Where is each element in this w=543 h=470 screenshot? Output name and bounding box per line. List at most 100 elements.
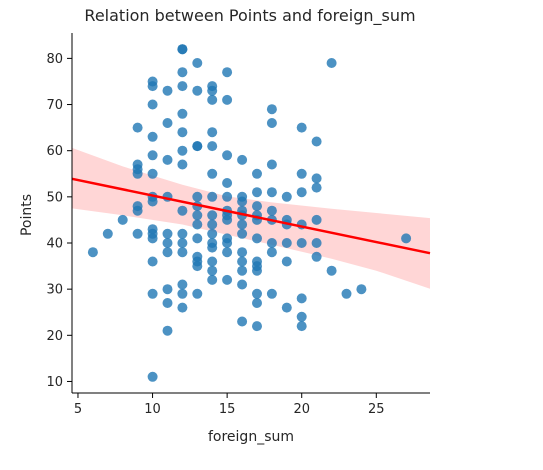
data-point	[222, 191, 233, 202]
data-point	[222, 238, 233, 248]
data-point	[237, 279, 248, 290]
data-point	[192, 210, 203, 221]
data-point	[252, 233, 262, 244]
data-point	[237, 219, 248, 230]
data-point	[147, 131, 158, 142]
data-point	[177, 67, 188, 78]
data-point	[162, 284, 173, 295]
data-point	[162, 238, 173, 248]
data-point	[252, 321, 262, 332]
x-axis-label: foreign_sum	[208, 429, 294, 445]
data-point	[341, 288, 352, 299]
data-point	[266, 104, 277, 115]
data-point	[147, 371, 158, 382]
data-point	[132, 228, 143, 239]
data-point	[281, 191, 292, 202]
data-point	[177, 288, 188, 299]
confidence-band	[72, 147, 430, 289]
data-point	[207, 191, 218, 202]
data-point	[147, 233, 158, 244]
y-tick-label: 10	[46, 375, 63, 390]
data-point	[177, 44, 188, 55]
data-point	[266, 205, 277, 216]
data-point	[296, 321, 307, 332]
data-point	[192, 288, 203, 299]
data-point	[192, 261, 203, 272]
data-point	[147, 99, 158, 110]
data-point	[177, 228, 188, 239]
data-point	[162, 228, 173, 239]
data-point	[266, 187, 277, 198]
data-point	[356, 284, 367, 295]
data-point	[266, 159, 277, 170]
data-point	[296, 122, 307, 133]
x-tick-label: 15	[219, 402, 236, 417]
x-tick-layer: 5 10 15 20 25	[74, 393, 385, 417]
axes	[71, 33, 430, 394]
y-axis-label: Points	[19, 194, 35, 236]
data-point	[326, 58, 337, 68]
data-point	[281, 302, 292, 313]
data-point	[207, 210, 218, 221]
data-point	[296, 187, 307, 198]
data-point	[192, 58, 203, 68]
y-tick-label: 70	[46, 98, 63, 113]
data-point	[162, 154, 173, 165]
data-point	[192, 85, 203, 96]
data-point	[311, 238, 322, 248]
data-point	[207, 94, 218, 105]
data-point	[237, 265, 248, 276]
data-point	[207, 242, 218, 253]
data-point	[207, 85, 218, 96]
data-point	[401, 233, 412, 244]
data-point	[177, 205, 188, 216]
data-point	[147, 288, 158, 299]
data-point	[222, 274, 233, 285]
data-point	[296, 168, 307, 179]
data-point	[147, 256, 158, 267]
data-point	[281, 238, 292, 248]
y-tick-label: 30	[46, 283, 63, 298]
data-point	[252, 201, 262, 212]
data-point	[207, 141, 218, 152]
data-point	[237, 196, 248, 207]
data-point	[222, 178, 233, 188]
data-point	[132, 122, 143, 133]
data-point	[162, 247, 173, 258]
data-point	[177, 145, 188, 156]
data-point	[222, 214, 233, 225]
data-point	[207, 228, 218, 239]
data-point	[117, 214, 128, 225]
data-point	[266, 238, 277, 248]
data-point	[162, 325, 173, 336]
data-point	[311, 214, 322, 225]
data-point	[207, 256, 218, 267]
data-point	[311, 251, 322, 262]
data-point	[162, 298, 173, 308]
y-tick-label: 50	[46, 190, 63, 205]
x-tick-label: 10	[144, 402, 161, 417]
data-point	[237, 256, 248, 267]
data-point	[237, 228, 248, 239]
regression-line-layer	[71, 177, 431, 255]
data-point	[252, 298, 262, 308]
data-point	[192, 191, 203, 202]
data-point	[311, 173, 322, 184]
data-point	[147, 168, 158, 179]
data-point	[237, 247, 248, 258]
regression-line	[71, 177, 431, 255]
data-point	[162, 85, 173, 96]
data-point	[192, 219, 203, 230]
data-point	[222, 94, 233, 105]
data-point	[177, 279, 188, 290]
data-point	[132, 168, 143, 179]
data-point	[207, 127, 218, 138]
data-point	[177, 159, 188, 170]
data-point	[296, 311, 307, 322]
data-point	[252, 168, 262, 179]
data-point	[87, 247, 98, 258]
data-point	[207, 219, 218, 230]
data-point	[177, 238, 188, 248]
data-point	[177, 81, 188, 92]
data-point	[177, 302, 188, 313]
